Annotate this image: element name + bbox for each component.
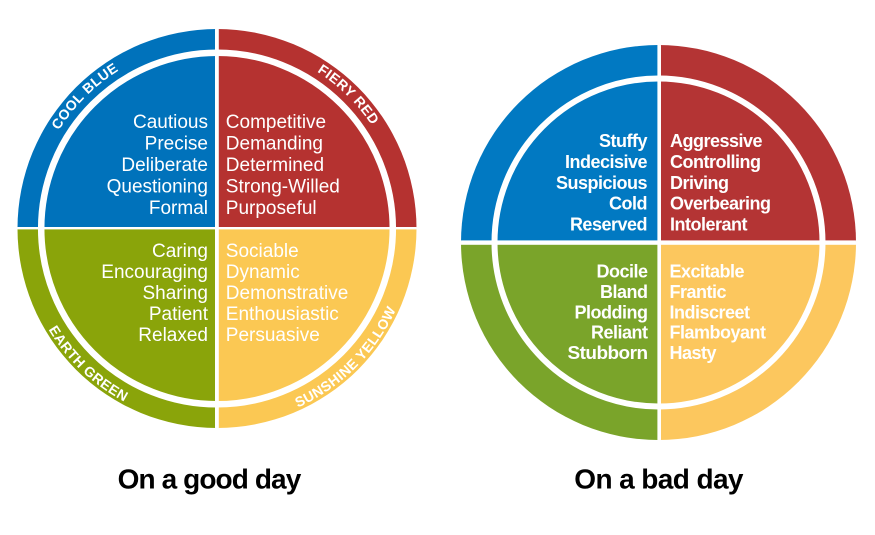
svg-text:Reserved: Reserved	[570, 215, 647, 235]
svg-text:Precise: Precise	[145, 134, 208, 155]
svg-text:Demanding: Demanding	[226, 134, 323, 155]
svg-text:Bland: Bland	[600, 282, 648, 302]
svg-text:Plodding: Plodding	[575, 302, 648, 322]
svg-text:Indecisive: Indecisive	[565, 152, 648, 172]
svg-text:Intolerant: Intolerant	[670, 215, 748, 235]
svg-text:Caring: Caring	[152, 241, 208, 262]
svg-text:Controlling: Controlling	[670, 152, 760, 172]
svg-text:Cautious: Cautious	[133, 112, 208, 133]
svg-text:Docile: Docile	[596, 262, 648, 282]
svg-text:Questioning: Questioning	[107, 177, 208, 198]
svg-text:Demonstrative: Demonstrative	[226, 283, 348, 304]
svg-text:Stubborn: Stubborn	[568, 343, 648, 363]
svg-text:Indiscreet: Indiscreet	[670, 302, 751, 322]
svg-text:Aggressive: Aggressive	[670, 131, 763, 151]
svg-text:Reliant: Reliant	[591, 323, 648, 343]
svg-text:Deliberate: Deliberate	[121, 155, 208, 176]
svg-text:Excitable: Excitable	[670, 262, 745, 282]
svg-text:Strong-Willed: Strong-Willed	[226, 177, 340, 198]
svg-text:Stuffy: Stuffy	[599, 131, 647, 151]
svg-text:Formal: Formal	[149, 198, 208, 219]
svg-text:Suspicious: Suspicious	[556, 173, 648, 193]
svg-text:Driving: Driving	[670, 173, 729, 193]
svg-text:Sociable: Sociable	[226, 241, 299, 262]
svg-text:Overbearing: Overbearing	[670, 194, 771, 214]
svg-text:Encouraging: Encouraging	[101, 262, 208, 283]
svg-text:On a good day: On a good day	[118, 464, 302, 495]
svg-text:Patient: Patient	[149, 304, 209, 325]
svg-text:Enthousiastic: Enthousiastic	[226, 304, 339, 325]
svg-text:Hasty: Hasty	[670, 343, 717, 363]
svg-text:Sharing: Sharing	[143, 283, 209, 304]
svg-text:Cold: Cold	[609, 194, 647, 214]
svg-text:Competitive: Competitive	[226, 112, 326, 133]
svg-text:On a bad day: On a bad day	[574, 464, 744, 495]
svg-text:Flamboyant: Flamboyant	[670, 323, 767, 343]
svg-text:Determined: Determined	[226, 155, 324, 176]
svg-text:Dynamic: Dynamic	[226, 262, 300, 283]
svg-text:Relaxed: Relaxed	[138, 325, 208, 346]
svg-text:Persuasive: Persuasive	[226, 325, 320, 346]
svg-text:Frantic: Frantic	[670, 282, 727, 302]
svg-text:Purposeful: Purposeful	[226, 198, 317, 219]
